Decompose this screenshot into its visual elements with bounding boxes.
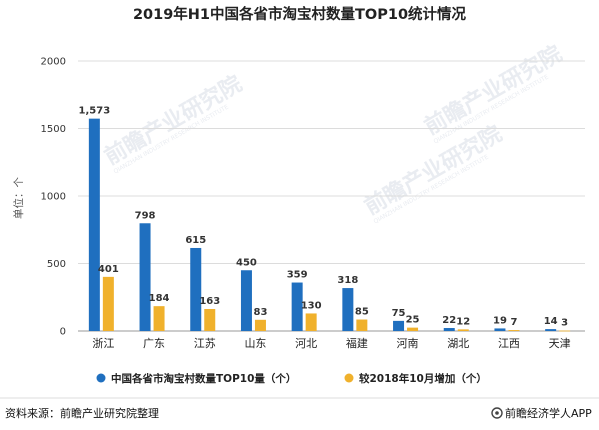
legend-label-series-1: 中国各省市淘宝村数量TOP10量（个） (111, 372, 296, 385)
footer-source: 资料来源：前瞻产业研究院整理 (5, 406, 159, 420)
bar-series-2 (254, 319, 266, 331)
legend: 中国各省市淘宝村数量TOP10量（个） 较2018年10月增加（个） (96, 372, 487, 385)
bars (88, 118, 571, 332)
data-label: 163 (199, 296, 220, 307)
legend-marker-series-2 (344, 373, 354, 383)
data-label: 359 (287, 270, 308, 281)
bar-series-1 (443, 328, 455, 331)
y-tick-label: 1000 (41, 192, 66, 203)
y-tick-label: 2000 (41, 57, 66, 68)
category-label: 山东 (244, 337, 266, 350)
data-label: 401 (98, 264, 119, 275)
y-tick-label: 1500 (41, 124, 66, 135)
legend-marker-series-1 (96, 373, 106, 383)
data-label: 184 (149, 293, 170, 304)
gridlines (78, 60, 585, 332)
category-label: 湖北 (447, 337, 469, 350)
footer-brand: 前瞻经济学人APP (505, 406, 592, 420)
bar-series-1 (393, 320, 405, 331)
category-label: 福建 (346, 336, 368, 350)
bar-series-1 (494, 328, 506, 331)
bar-series-2 (153, 306, 165, 331)
brand-logo-icon (491, 407, 503, 419)
data-label: 130 (301, 300, 322, 311)
legend-label-series-2: 较2018年10月增加（个） (359, 372, 487, 385)
y-tick-label: 0 (60, 327, 66, 338)
data-label: 7 (510, 317, 517, 328)
bar-series-1 (545, 329, 557, 331)
category-label: 江西 (498, 337, 520, 350)
bar-series-1 (88, 118, 100, 332)
bar-series-1 (190, 247, 202, 331)
category-label: 江苏 (194, 337, 216, 350)
bar-series-2 (305, 313, 317, 331)
bar-series-2 (559, 330, 571, 332)
bar-series-1 (139, 223, 151, 331)
y-tick-label: 500 (47, 259, 66, 270)
data-label: 22 (442, 315, 456, 326)
bar-series-1 (342, 288, 354, 331)
category-label: 浙江 (92, 337, 114, 350)
y-axis-label: 单位：个 (12, 177, 25, 219)
bar-series-2 (102, 276, 114, 331)
data-label: 12 (456, 316, 470, 327)
data-label: 75 (392, 308, 406, 319)
category-label: 广东 (143, 337, 165, 350)
data-label: 83 (253, 307, 267, 318)
data-label: 3 (561, 318, 568, 329)
bar-series-1 (291, 282, 303, 331)
data-label: 25 (406, 315, 420, 326)
data-label: 85 (355, 307, 369, 318)
data-label: 798 (135, 210, 156, 221)
data-labels: 1,573 401 798 184 615 163 450 83 359 130 318 85 7525… (79, 106, 569, 329)
watermark: 前瞻产业研究院 QIANZHAN INDUSTRY RESEARCH INSTI… (100, 41, 566, 226)
category-label: 天津 (549, 337, 571, 350)
category-label: 河南 (397, 337, 419, 350)
data-label: 14 (544, 316, 558, 327)
category-label: 河北 (295, 337, 317, 350)
data-label: 318 (337, 275, 358, 286)
y-axis-ticks: 0 500 1000 1500 2000 (41, 57, 66, 338)
chart-title: 2019年H1中国各省市淘宝村数量TOP10统计情况 (133, 5, 467, 23)
watermark-text: 前瞻产业研究院 (100, 71, 246, 171)
data-label: 1,573 (79, 106, 111, 117)
x-axis-categories: 浙江 广东 江苏 山东 河北 福建 河南 湖北 江西 天津 (92, 336, 570, 350)
data-label: 615 (185, 235, 206, 246)
bar-series-1 (240, 270, 252, 331)
bar-series-2 (407, 327, 419, 331)
bar-series-2 (356, 319, 368, 331)
bar-series-2 (457, 329, 469, 331)
data-label: 450 (236, 257, 257, 268)
bar-series-2 (204, 308, 216, 331)
bar-series-2 (508, 330, 520, 331)
data-label: 19 (493, 315, 507, 326)
